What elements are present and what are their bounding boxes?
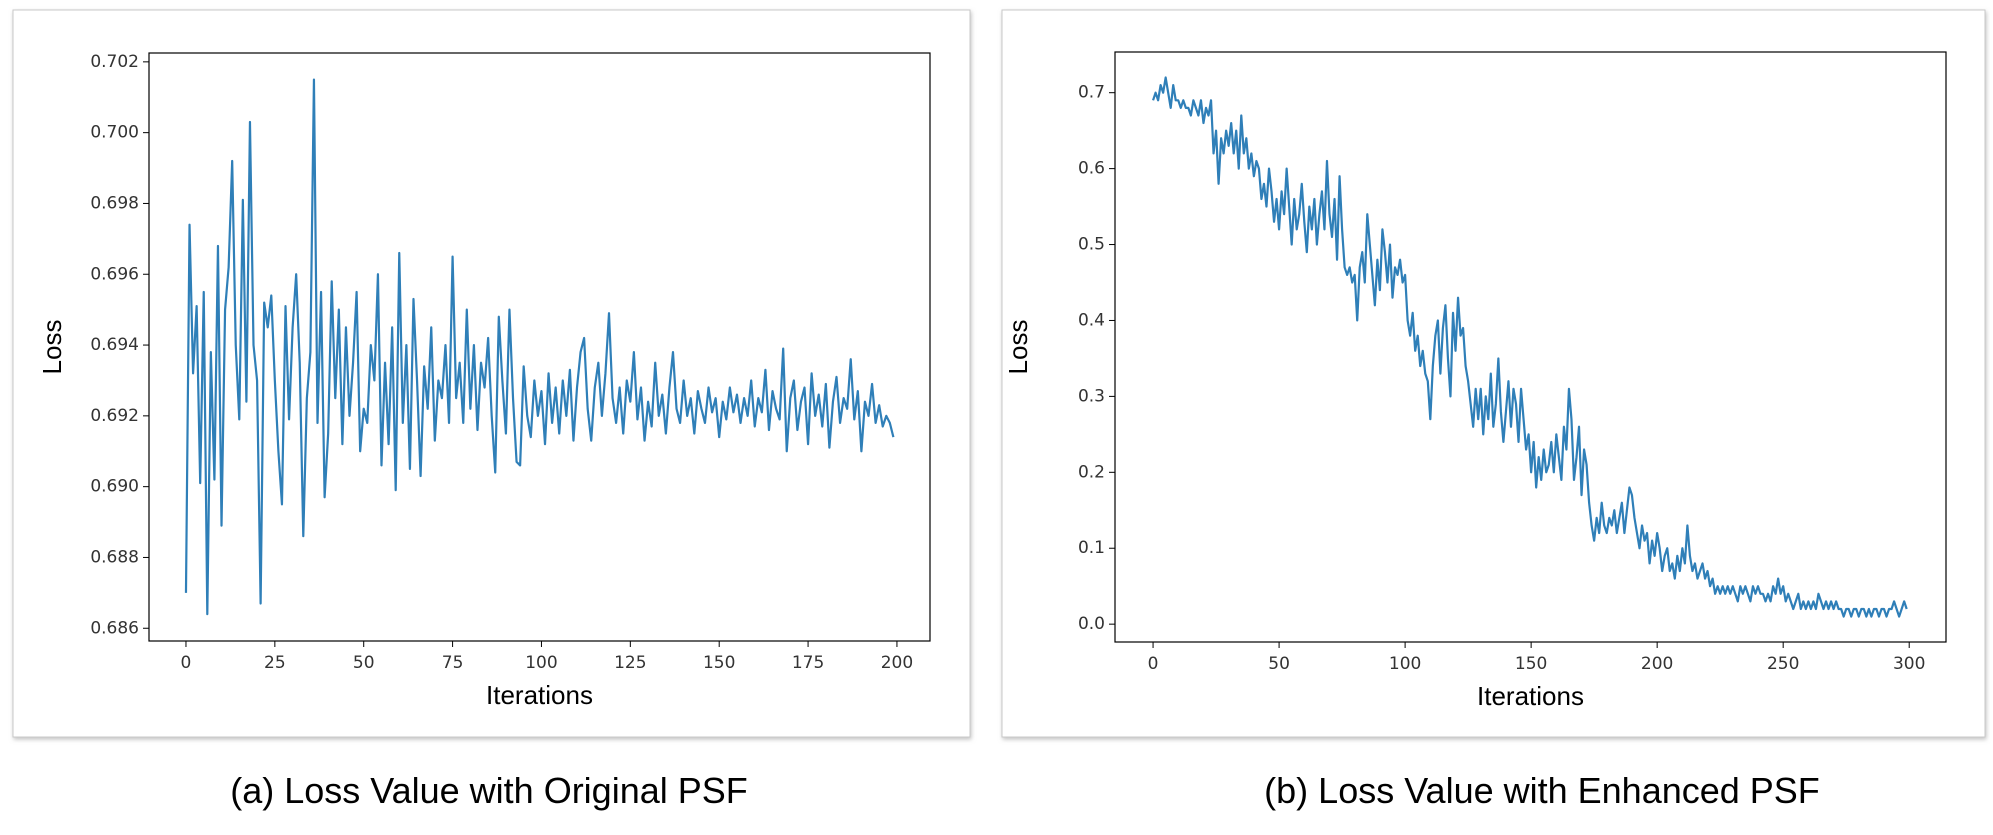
x-tick-label: 300 xyxy=(1893,654,1925,674)
y-tick-label: 0.690 xyxy=(90,477,139,497)
y-tick-label: 0.696 xyxy=(90,264,139,284)
y-tick-label: 0.692 xyxy=(90,406,139,426)
y-axis-label: Loss xyxy=(1003,320,1033,375)
y-tick-label: 0.700 xyxy=(90,123,139,143)
loss-line xyxy=(1152,76,1908,618)
y-tick-label: 0.7 xyxy=(1078,83,1105,103)
x-tick-label: 200 xyxy=(881,653,913,673)
plot-frame xyxy=(1114,51,1947,643)
caption: (a) Loss Value with Original PSF xyxy=(230,770,748,811)
caption: (b) Loss Value with Enhanced PSF xyxy=(1264,770,1820,811)
y-tick-label: 0.2 xyxy=(1078,462,1105,482)
y-tick-label: 0.686 xyxy=(90,618,139,638)
panel-frame xyxy=(1001,9,1986,738)
y-tick-label: 0.3 xyxy=(1078,386,1105,406)
x-tick-label: 100 xyxy=(1389,654,1421,674)
y-tick-label: 0.688 xyxy=(90,547,139,567)
x-tick-label: 50 xyxy=(353,653,375,673)
y-tick-label: 0.694 xyxy=(90,335,139,355)
x-tick-label: 250 xyxy=(1767,654,1799,674)
x-tick-label: 175 xyxy=(792,653,824,673)
x-tick-label: 25 xyxy=(264,653,286,673)
y-tick-label: 0.0 xyxy=(1078,614,1105,634)
x-tick-label: 0 xyxy=(181,653,192,673)
y-tick-label: 0.698 xyxy=(90,193,139,213)
y-tick-label: 0.1 xyxy=(1078,538,1105,558)
x-tick-label: 100 xyxy=(525,653,557,673)
x-tick-label: 50 xyxy=(1268,654,1290,674)
y-tick-label: 0.6 xyxy=(1078,159,1105,179)
x-tick-label: 150 xyxy=(703,653,735,673)
y-tick-label: 0.702 xyxy=(90,52,139,72)
loss-line xyxy=(184,78,895,616)
x-axis-label: Iterations xyxy=(486,680,593,710)
y-tick-label: 0.4 xyxy=(1078,310,1105,330)
x-tick-label: 0 xyxy=(1148,654,1159,674)
panel-frame xyxy=(12,9,971,738)
x-axis-label: Iterations xyxy=(1477,681,1584,711)
x-tick-label: 150 xyxy=(1515,654,1547,674)
x-tick-label: 125 xyxy=(614,653,646,673)
x-tick-label: 75 xyxy=(442,653,464,673)
x-tick-label: 200 xyxy=(1641,654,1673,674)
plot-frame xyxy=(148,52,931,642)
y-axis-label: Loss xyxy=(37,320,67,375)
y-tick-label: 0.5 xyxy=(1078,235,1105,255)
